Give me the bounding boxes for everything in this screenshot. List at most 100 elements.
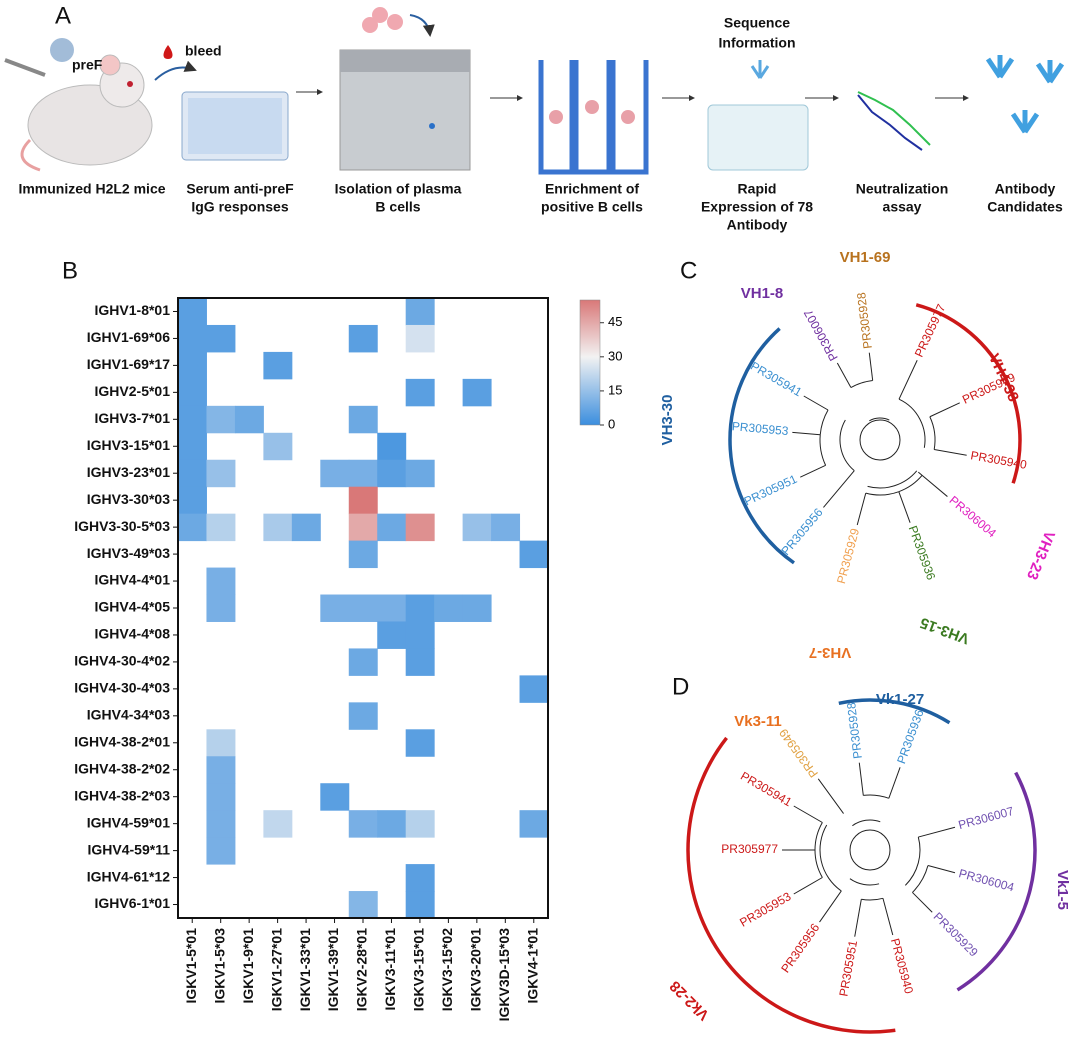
heat-cell — [263, 432, 293, 461]
branch — [898, 491, 911, 523]
clade-label: Vk1-5 — [1054, 870, 1071, 910]
leaf-label: PR305928 — [854, 291, 875, 349]
clade-arc — [915, 303, 1022, 484]
branch — [898, 398, 926, 448]
panel-a-art: A preF bleed — [4, 2, 1065, 175]
clade-label: VH3-23 — [1023, 528, 1058, 582]
heat-cell — [405, 513, 435, 542]
branch — [859, 419, 901, 461]
branch — [819, 409, 829, 435]
y-tick-label: IGHV3-30-5*03 — [74, 518, 170, 534]
heat-cell — [206, 729, 236, 757]
branch — [869, 417, 890, 422]
colorbar — [579, 299, 601, 426]
colorbar-tick-label: 30 — [608, 348, 622, 363]
step-label: Rapid — [738, 181, 777, 197]
heat-cell — [263, 351, 293, 380]
heat-cell — [519, 675, 549, 703]
heat-cell — [462, 513, 492, 542]
heat-cell — [405, 459, 435, 488]
heat-cell — [178, 459, 207, 488]
y-tick-label: IGHV3-49*03 — [87, 545, 170, 561]
heat-cell — [348, 540, 378, 569]
x-tick-label: IGKV1-27*01 — [268, 928, 284, 1011]
leaf-label: PR305929 — [931, 910, 981, 960]
heat-cell — [377, 432, 407, 461]
branch — [882, 898, 894, 936]
step-label: Antibody — [995, 181, 1056, 197]
step-label: positive B cells — [541, 199, 643, 215]
leaf-label: PR306007 — [957, 804, 1016, 832]
heat-cell — [206, 783, 236, 811]
step-label: Antibody — [727, 217, 788, 233]
branch — [868, 352, 874, 381]
y-tick-label: IGHV3-15*01 — [87, 437, 170, 453]
heat-cell — [348, 405, 378, 434]
heat-cell — [405, 891, 435, 919]
heat-cell — [291, 513, 321, 542]
branch — [849, 829, 891, 871]
branch — [836, 362, 852, 388]
heat-cell — [348, 486, 378, 515]
leaf-label: PR306004 — [947, 493, 1000, 540]
colorbar-tick-label: 45 — [608, 314, 622, 329]
heat-cell — [377, 621, 407, 649]
branch — [823, 470, 855, 508]
heat-cell — [178, 298, 207, 326]
step-top-label: Sequence — [724, 15, 790, 31]
heat-cell — [206, 756, 236, 784]
branch — [814, 822, 823, 851]
branch — [929, 402, 960, 418]
clade-label: VH1-8 — [741, 285, 784, 302]
branch — [898, 475, 923, 493]
step-label: Candidates — [987, 199, 1063, 215]
x-tick-label: IGKV3-11*01 — [382, 928, 398, 1011]
x-tick-label: IGKV3D-15*03 — [496, 928, 512, 1022]
y-tick-label: IGHV4-30-4*02 — [74, 653, 170, 669]
branch — [814, 849, 823, 878]
leaf-label: PR306007 — [801, 307, 841, 364]
heat-cell — [348, 702, 378, 730]
clade-label: Vk3-11 — [734, 713, 782, 730]
y-tick-label: IGHV2-5*01 — [95, 383, 171, 399]
branch — [898, 360, 918, 400]
branch — [863, 794, 889, 799]
branch — [793, 877, 823, 895]
panel-label: A — [55, 2, 71, 29]
y-tick-label: IGHV4-61*12 — [87, 868, 170, 884]
y-tick-label: IGHV3-30*03 — [87, 491, 170, 507]
clade-label: VH3-7 — [809, 644, 852, 661]
step-label: Serum anti-preF — [186, 181, 294, 197]
antigen-label: preF — [72, 57, 103, 73]
y-tick-label: IGHV1-8*01 — [95, 302, 171, 318]
heat-cell — [178, 324, 207, 353]
branch — [839, 419, 855, 472]
branch — [792, 431, 821, 436]
step-label: Enrichment of — [545, 181, 639, 197]
leaf-label: PR305929 — [834, 527, 862, 586]
heat-cell — [405, 864, 435, 892]
branch — [803, 395, 829, 411]
branch — [793, 805, 823, 823]
y-tick-label: IGHV4-30-4*03 — [74, 680, 170, 696]
heat-cell — [206, 405, 236, 434]
panel-label: C — [680, 257, 697, 284]
branch — [849, 878, 880, 886]
bleed-label: bleed — [185, 43, 222, 59]
heat-cell — [348, 324, 378, 353]
clade-arc — [838, 698, 951, 725]
leaf-label: PR305928 — [844, 701, 865, 759]
branch — [888, 767, 901, 799]
branch — [854, 899, 862, 937]
branch — [852, 819, 881, 827]
y-tick-label: IGHV4-38-2*03 — [74, 787, 170, 803]
y-tick-label: IGHV4-4*01 — [95, 572, 171, 588]
x-tick-label: IGKV4-1*01 — [524, 928, 540, 1004]
heat-cell — [377, 513, 407, 542]
heat-cell — [405, 324, 435, 353]
heat-cell — [320, 783, 350, 811]
clade-label: VH3-30 — [659, 395, 676, 446]
y-tick-label: IGHV4-4*08 — [95, 626, 171, 642]
heat-cell — [405, 648, 435, 676]
